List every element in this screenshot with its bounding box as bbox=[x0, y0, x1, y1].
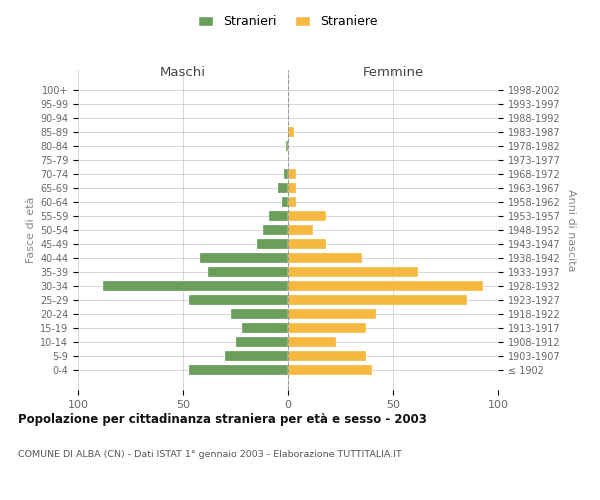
Bar bbox=[288, 210, 326, 221]
Bar bbox=[288, 351, 366, 362]
Bar bbox=[257, 239, 288, 250]
Bar bbox=[288, 281, 484, 291]
Bar bbox=[288, 196, 296, 207]
Text: Popolazione per cittadinanza straniera per età e sesso - 2003: Popolazione per cittadinanza straniera p… bbox=[18, 412, 427, 426]
Text: COMUNE DI ALBA (CN) - Dati ISTAT 1° gennaio 2003 - Elaborazione TUTTITALIA.IT: COMUNE DI ALBA (CN) - Dati ISTAT 1° genn… bbox=[18, 450, 402, 459]
Bar bbox=[288, 168, 296, 179]
Bar bbox=[225, 351, 288, 362]
Bar bbox=[208, 267, 288, 278]
Bar bbox=[284, 168, 288, 179]
Bar bbox=[288, 224, 313, 235]
Bar bbox=[288, 267, 418, 278]
Bar bbox=[103, 281, 288, 291]
Bar bbox=[288, 182, 296, 193]
Bar bbox=[263, 224, 288, 235]
Bar bbox=[286, 140, 288, 151]
Bar bbox=[189, 365, 288, 376]
Bar bbox=[235, 337, 288, 347]
Y-axis label: Anni di nascita: Anni di nascita bbox=[566, 188, 576, 271]
Bar bbox=[200, 253, 288, 264]
Bar bbox=[288, 337, 337, 347]
Bar bbox=[288, 295, 467, 306]
Bar bbox=[288, 239, 326, 250]
Text: Maschi: Maschi bbox=[160, 66, 206, 78]
Bar bbox=[288, 309, 376, 320]
Bar bbox=[288, 253, 361, 264]
Legend: Stranieri, Straniere: Stranieri, Straniere bbox=[194, 11, 382, 32]
Bar bbox=[288, 365, 372, 376]
Bar bbox=[288, 323, 366, 334]
Bar bbox=[288, 126, 295, 137]
Bar bbox=[277, 182, 288, 193]
Bar bbox=[189, 295, 288, 306]
Y-axis label: Fasce di età: Fasce di età bbox=[26, 197, 36, 263]
Bar bbox=[242, 323, 288, 334]
Bar bbox=[269, 210, 288, 221]
Bar bbox=[282, 196, 288, 207]
Text: Femmine: Femmine bbox=[362, 66, 424, 78]
Bar bbox=[232, 309, 288, 320]
